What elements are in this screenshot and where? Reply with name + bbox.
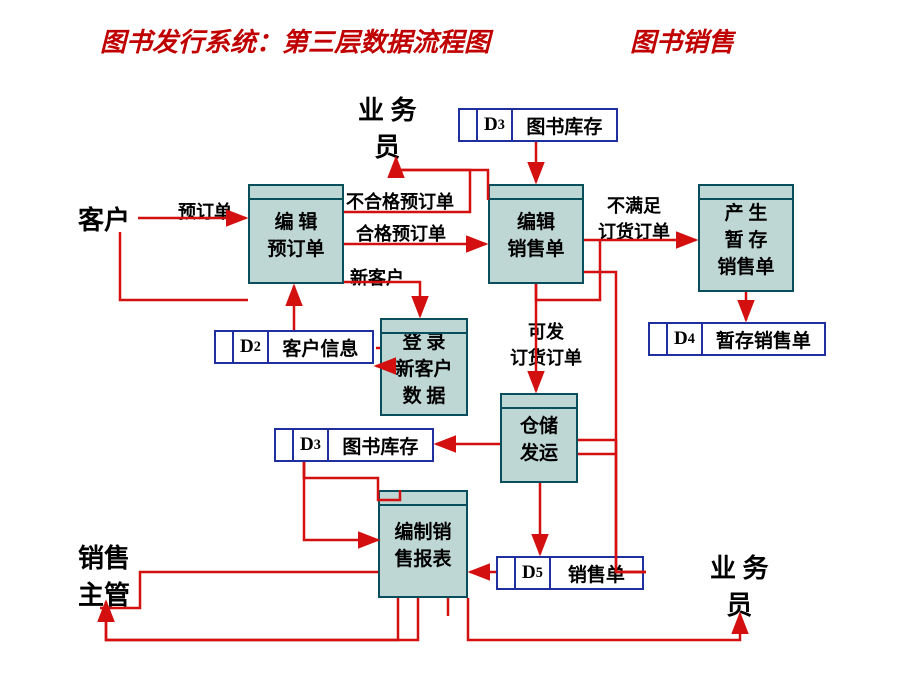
process-edit-sale: 编辑 销售单	[488, 184, 584, 284]
process-gen-temp: 产 生 暂 存 销售单	[698, 184, 794, 292]
title-right: 图书销售	[630, 22, 734, 59]
flow-label-unsat: 不满足 订货订单	[598, 192, 670, 244]
dfd-canvas: 图书发行系统：第三层数据流程图 图书销售 客户 业 务 员 业 务 员 销售 主…	[0, 0, 920, 690]
process-login-cust-label: 登 录 新客户 数 据	[395, 327, 452, 408]
process-edit-order: 编 辑 预订单	[248, 184, 344, 284]
process-edit-order-label: 编 辑 预订单	[267, 207, 324, 261]
flow-label-bad-order: 不合格预订单	[346, 188, 454, 214]
entity-customer: 客户	[78, 200, 130, 237]
datastore-d2: D2 客户信息	[214, 330, 374, 364]
datastore-d3-mid: D3 图书库存	[274, 428, 434, 462]
flow-label-order: 预订单	[178, 198, 232, 224]
entity-clerk-top: 业 务 员	[358, 90, 417, 164]
datastore-d5: D5 销售单	[496, 556, 644, 590]
datastore-d3-top: D3 图书库存	[458, 108, 618, 142]
flow-label-good-order: 合格预订单	[356, 220, 446, 246]
flow-label-can-ship: 可发 订货订单	[510, 318, 582, 370]
process-report: 编制销 售报表	[378, 490, 468, 598]
flow-label-new-cust: 新客户	[350, 264, 404, 290]
datastore-d4: D4 暂存销售单	[648, 322, 826, 356]
entity-clerk-bottom: 业 务 员	[710, 548, 769, 622]
process-login-cust: 登 录 新客户 数 据	[380, 318, 468, 416]
entity-sales-mgr: 销售 主管	[78, 538, 130, 612]
process-edit-sale-label: 编辑 销售单	[507, 207, 564, 261]
process-ship-label: 仓储 发运	[520, 411, 558, 465]
process-ship: 仓储 发运	[500, 393, 578, 483]
title-left: 图书发行系统：第三层数据流程图	[100, 22, 490, 59]
process-report-label: 编制销 售报表	[394, 517, 451, 571]
process-gen-temp-label: 产 生 暂 存 销售单	[717, 198, 774, 279]
